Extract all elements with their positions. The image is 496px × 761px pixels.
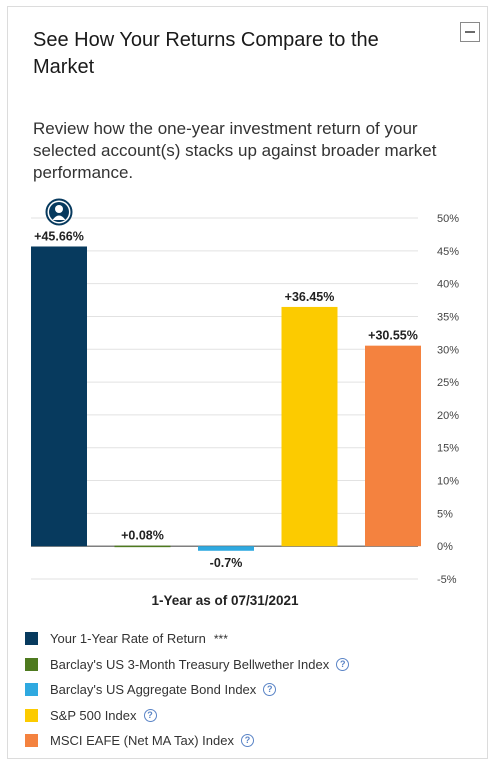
bar-data-label: +30.55% [368,329,418,343]
y-tick-label: 50% [437,213,459,225]
legend-swatch [25,632,38,646]
y-tick-label: 20% [437,410,459,422]
y-tick-label: 35% [437,311,459,323]
legend-label: Barclay's US 3-Month Treasury Bellwether… [50,656,330,672]
x-axis-label: 1-Year as of 07/31/2021 [151,593,299,608]
legend-label: MSCI EAFE (Net MA Tax) Index [50,733,234,749]
bar-5 [365,345,421,547]
y-tick-label: -5% [437,574,457,586]
card-title: See How Your Returns Compare to the Mark… [33,29,379,78]
legend-item: S&P 500 Index? [25,703,485,729]
legend-swatch [25,683,38,697]
bar-3 [198,546,254,551]
y-tick-label: 10% [437,476,459,488]
user-avatar-icon [45,198,73,226]
legend-item: Barclay's US Aggregate Bond Index? [25,677,485,703]
bar-data-label: +0.08% [121,529,164,543]
y-tick-label: 40% [437,279,459,291]
collapse-minus-icon[interactable] [460,22,480,42]
legend-item: Your 1-Year Rate of Return *** [25,626,485,652]
legend-swatch [25,657,38,671]
bar-data-label: -0.7% [210,556,243,570]
y-tick-label: 45% [437,246,459,258]
legend-label: Barclay's US Aggregate Bond Index [50,682,257,698]
bar-4 [281,306,338,547]
returns-bar-chart: 50% 45% 40% 35% 30% 25% 20% 15% 10% 5% 0% -5% +45.66… [31,198,459,608]
bar-data-label: +36.45% [285,290,335,304]
legend-item: Barclay's US 3-Month Treasury Bellwether… [25,652,485,678]
legend-label: S&P 500 Index [50,707,137,723]
legend-swatch [25,734,38,748]
y-tick-label: 5% [437,508,453,520]
y-tick-label: 15% [437,443,459,455]
bar-1 [31,246,87,547]
legend-footnote-marker: *** [213,631,228,646]
legend-item: MSCI EAFE (Net MA Tax) Index? [25,728,485,754]
bar-2 [114,545,171,548]
chart-legend: Your 1-Year Rate of Return *** Barclay's U… [25,626,485,754]
legend-swatch [25,708,38,722]
y-tick-label: 0% [437,541,453,553]
question-circle-icon[interactable]: ? [336,657,350,671]
bar-data-label: +45.66% [34,229,84,243]
legend-label: Your 1-Year Rate of Return [50,631,206,647]
y-tick-label: 25% [437,377,459,389]
question-circle-icon[interactable]: ? [143,708,157,722]
y-tick-label: 30% [437,344,459,356]
question-circle-icon[interactable]: ? [263,683,277,697]
card-description: Review how the one-year investment retur… [33,119,437,182]
question-circle-icon[interactable]: ? [240,734,254,748]
